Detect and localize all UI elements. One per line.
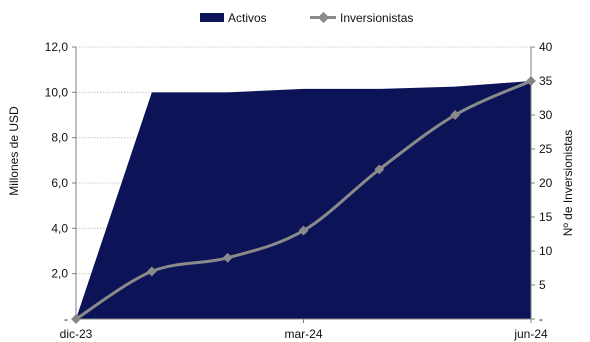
legend-label-activos: Activos [228,11,267,25]
y-right-tick-label: 30 [539,108,553,122]
x-tick-label: mar-24 [284,327,322,341]
y-right-tick-label: 35 [539,74,553,88]
inversionistas-point [146,266,157,277]
y-right-tick-label: - [539,312,543,326]
series-activos-area [76,81,531,319]
legend-label-inversionistas: Inversionistas [340,11,413,25]
inversionistas-point [374,164,385,175]
legend-marker-inversionistas [317,11,330,24]
activos-area [76,81,531,319]
y-left-tick-label: 8,0 [51,131,68,145]
y-right-tick-label: 5 [539,278,546,292]
legend-swatch-activos [200,13,224,22]
y-right-axis-label: Nº de Inversionistas [561,130,575,236]
y-left-tick-labels: - 2,0 4,0 6,0 8,0 10,0 12,0 [45,40,76,326]
y-left-tick-label: 12,0 [45,40,69,54]
x-tick-label: dic-23 [60,327,93,341]
y-left-tick-label: 4,0 [51,221,68,235]
x-tick-label: jun-24 [513,327,548,341]
y-right-tick-label: 15 [539,210,553,224]
y-left-tick-label: 2,0 [51,267,68,281]
y-right-tick-labels: - 5 10 15 20 25 30 35 40 [531,40,553,326]
y-left-axis-label: Millones de USD [7,106,21,196]
y-left-tick-label: 10,0 [45,85,69,99]
y-left-tick-label: 6,0 [51,176,68,190]
x-tick-labels: dic-23 mar-24 jun-24 [60,319,548,341]
y-right-tick-label: 20 [539,176,553,190]
y-right-tick-label: 40 [539,40,553,54]
legend: Activos Inversionistas [200,11,413,25]
y-left-tick-label: - [64,312,68,326]
y-right-tick-label: 10 [539,244,553,258]
y-right-tick-label: 25 [539,142,553,156]
inversionistas-point [298,225,309,236]
